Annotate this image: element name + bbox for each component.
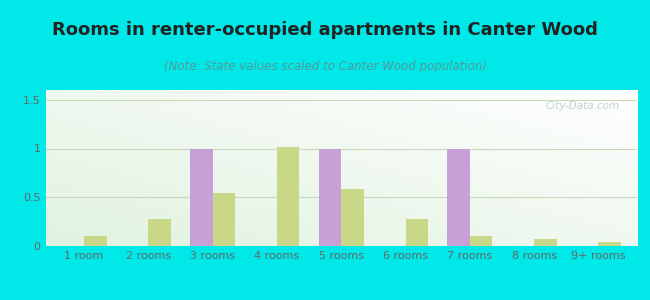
Text: Rooms in renter-occupied apartments in Canter Wood: Rooms in renter-occupied apartments in C… — [52, 21, 598, 39]
Bar — [447, 148, 470, 246]
Bar — [599, 242, 621, 246]
Bar — [406, 219, 428, 246]
Text: (Note: State values scaled to Canter Wood population): (Note: State values scaled to Canter Woo… — [164, 60, 486, 73]
Bar — [534, 239, 556, 246]
Bar — [470, 236, 492, 246]
Bar — [318, 148, 341, 246]
Legend: Canter Wood, Vancouver: Canter Wood, Vancouver — [227, 296, 455, 300]
Text: City-Data.com: City-Data.com — [545, 101, 619, 111]
Bar — [84, 236, 107, 246]
Bar — [148, 219, 171, 246]
Bar — [277, 147, 300, 246]
Bar — [213, 193, 235, 246]
Bar — [190, 148, 213, 246]
Bar — [341, 190, 364, 246]
